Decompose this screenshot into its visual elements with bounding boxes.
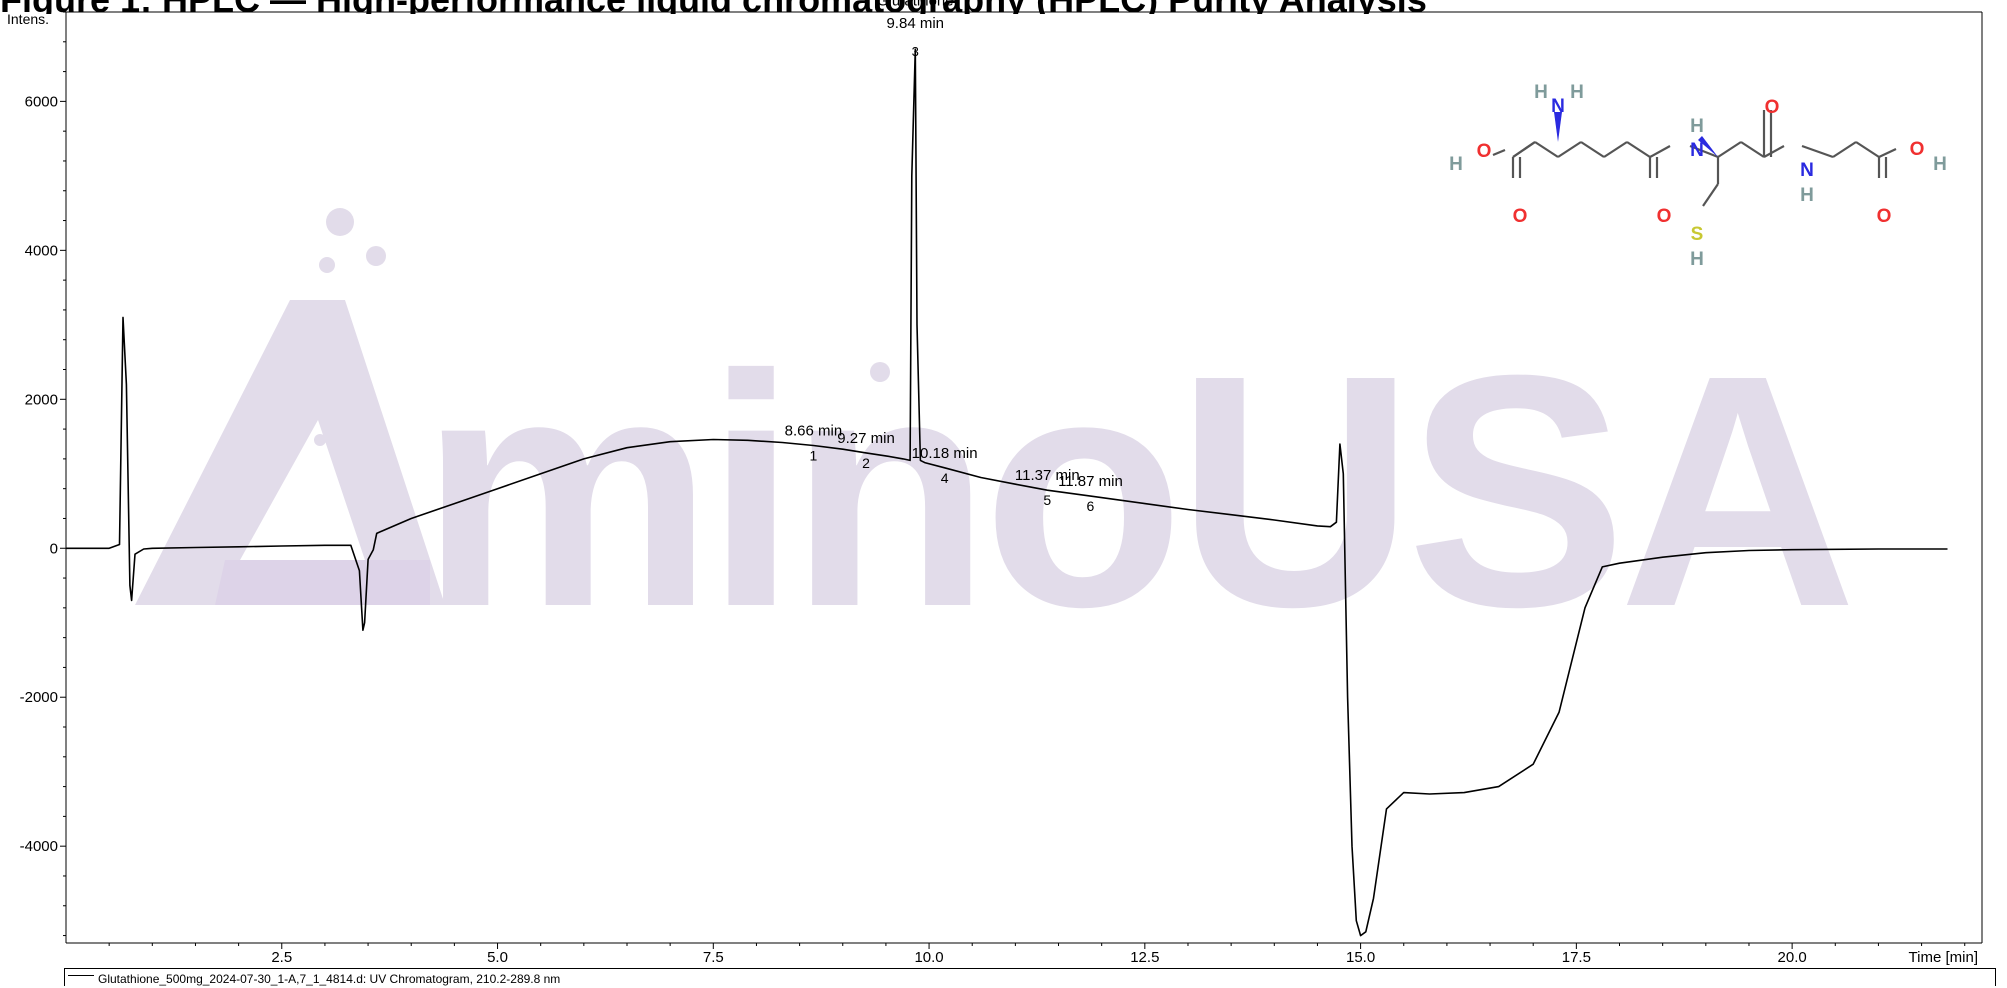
- molecule-bond: [1557, 141, 1582, 158]
- x-tick-label: 10.0: [914, 949, 943, 966]
- molecule-atom-n: N: [1690, 140, 1704, 161]
- molecule-bond: [1702, 183, 1719, 207]
- y-tick-label: -4000: [20, 838, 58, 855]
- molecule-atom-o: O: [1477, 141, 1492, 162]
- molecule-bond: [1801, 144, 1834, 159]
- watermark-bubble: [339, 420, 347, 428]
- watermark-text: minoUSA: [420, 306, 1851, 675]
- molecule-atom-o: O: [1765, 97, 1780, 118]
- x-tick-label: 5.0: [487, 949, 508, 966]
- peak-number-label: 5: [1043, 492, 1051, 508]
- x-tick-label: 20.0: [1778, 949, 1807, 966]
- watermark-bubble: [340, 336, 352, 348]
- watermark-flask-liquid: [215, 560, 430, 605]
- watermark-bubble: [314, 434, 326, 446]
- peak-number-label: 3: [912, 44, 919, 59]
- x-tick-label: 12.5: [1130, 949, 1159, 966]
- molecule-bond: [1580, 141, 1605, 158]
- peak-number-label: 1: [810, 447, 818, 463]
- molecule-bond: [1689, 144, 1719, 159]
- molecule-bond: [1855, 141, 1880, 158]
- molecule-atom-o: O: [1657, 206, 1672, 227]
- molecule-bond: [1740, 141, 1765, 158]
- molecule-atom-h: H: [1534, 82, 1548, 103]
- molecule-bond: [1649, 145, 1671, 158]
- watermark-bubble: [326, 208, 354, 236]
- molecule-bond: [1717, 141, 1742, 158]
- molecule-bond: [1878, 148, 1897, 158]
- molecule-bond: [1626, 141, 1651, 158]
- legend-label: Glutathione_500mg_2024-07-30_1-A,7_1_481…: [98, 972, 561, 986]
- legend-swatch: [68, 975, 94, 976]
- wedge-bond: [1554, 112, 1562, 142]
- x-tick-label: 17.5: [1562, 949, 1591, 966]
- peak-annotations: 8.66 min 1 9.27 min 2 Glutathione 9.84 min 3 10…: [785, 0, 1123, 514]
- molecule-atom-o: O: [1513, 206, 1528, 227]
- molecule-atom-h: H: [1690, 116, 1704, 137]
- peak-number-label: 6: [1087, 498, 1095, 514]
- y-tick-label: 2000: [25, 391, 58, 408]
- molecule-atom-n: N: [1800, 160, 1814, 181]
- molecule-atom-h: H: [1449, 154, 1463, 175]
- y-tick-label: 6000: [25, 93, 58, 110]
- molecule-bond: [1512, 141, 1536, 158]
- molecule-atom-h: H: [1570, 82, 1584, 103]
- y-tick-label: 4000: [25, 242, 58, 259]
- peak-name-label: Glutathione: [877, 0, 954, 9]
- molecule-atom-s: S: [1691, 224, 1704, 245]
- watermark-bubble: [870, 362, 890, 382]
- x-tick-label: 7.5: [703, 949, 724, 966]
- watermark-flask-shape: [135, 300, 445, 605]
- molecule-bond: [1763, 145, 1785, 158]
- molecule-atom-o: O: [1910, 139, 1925, 160]
- molecule-atom-o: O: [1877, 206, 1892, 227]
- y-tick-label: -2000: [20, 689, 58, 706]
- peak-time-label: 11.37 min: [1015, 467, 1080, 484]
- axes: -4000 -2000 0 2000 4000 6000 Intens. 2.5 5.0 7.5 1…: [7, 11, 1983, 966]
- watermark-bubble: [331, 376, 339, 384]
- molecule-bond: [1534, 141, 1559, 158]
- y-axis-label: Intens.: [7, 11, 49, 27]
- hash-bond: [1698, 136, 1718, 157]
- x-axis-label: Time [min]: [1909, 949, 1978, 966]
- chromatogram-line: [66, 48, 1948, 937]
- molecule-atom-h: H: [1933, 154, 1947, 175]
- molecule-bond: [1492, 148, 1506, 157]
- series-layer: [66, 48, 1948, 937]
- legend-box: [64, 968, 1996, 986]
- peak-time-label: 8.66 min: [785, 422, 843, 439]
- title-strip: Figure 1: HPLC — High-performance liquid…: [0, 0, 2007, 14]
- x-tick-label: 2.5: [271, 949, 292, 966]
- molecule-atom-h: H: [1800, 185, 1814, 206]
- x-tick-label: 15.0: [1346, 949, 1375, 966]
- peak-time-label: 10.18 min: [912, 445, 978, 462]
- molecule-atom-h: H: [1690, 249, 1704, 270]
- peak-time-label: 9.27 min: [837, 430, 895, 447]
- molecule-atom-n: N: [1551, 96, 1565, 117]
- peak-time-label: 11.87 min: [1058, 473, 1123, 490]
- aminousa-watermark: minoUSA: [135, 208, 1859, 675]
- y-tick-label: 0: [50, 540, 58, 557]
- peak-number-label: 2: [862, 455, 870, 471]
- molecule-bond: [1603, 141, 1628, 158]
- chart-title: Figure 1: HPLC — High-performance liquid…: [0, 0, 1427, 14]
- watermark-bubble: [366, 246, 386, 266]
- watermark-bubble: [319, 257, 335, 273]
- watermark-bubble: [321, 333, 335, 347]
- molecule-bond: [1832, 141, 1857, 158]
- peak-number-label: 4: [941, 470, 949, 486]
- peak-time-label: 9.84 min: [886, 15, 944, 32]
